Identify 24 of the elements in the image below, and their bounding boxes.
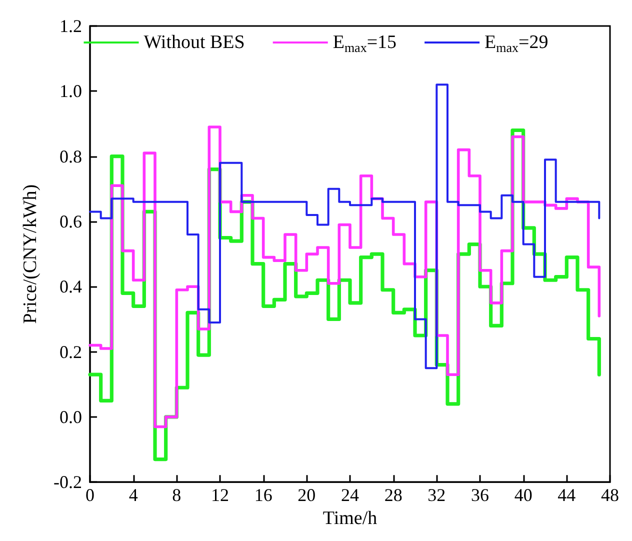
x-tick-label: 32 (428, 485, 446, 506)
y-tick-label: 1.0 (60, 81, 82, 102)
x-tick-label: 40 (514, 485, 532, 506)
y-tick-label: -0.2 (54, 472, 82, 492)
x-tick-label: 8 (172, 485, 182, 506)
y-tick-label: 1.2 (60, 16, 82, 36)
x-tick-label: 36 (471, 485, 489, 506)
x-axis-title: Time/h (322, 508, 378, 529)
x-tick-label: 48 (601, 485, 619, 506)
x-tick-label: 0 (86, 485, 94, 506)
y-tick-label: 0.2 (60, 342, 82, 362)
y-tick-label: 0.8 (60, 146, 82, 166)
x-tick-label: 12 (211, 485, 229, 506)
x-tick-label: 20 (298, 485, 316, 506)
x-tick-label: 28 (384, 485, 402, 506)
x-tick-label: 4 (128, 485, 138, 506)
x-tick-label: 44 (558, 485, 576, 506)
y-tick-label: 0.0 (60, 406, 82, 427)
y-tick-label: 0.6 (60, 211, 82, 232)
x-tick-label: 24 (341, 485, 359, 506)
y-tick-label: 0.4 (60, 276, 82, 297)
legend-label: Without BES (144, 32, 245, 53)
x-tick-label: 16 (254, 485, 272, 506)
y-axis-title: Price/(CNY/kWh) (20, 184, 41, 324)
